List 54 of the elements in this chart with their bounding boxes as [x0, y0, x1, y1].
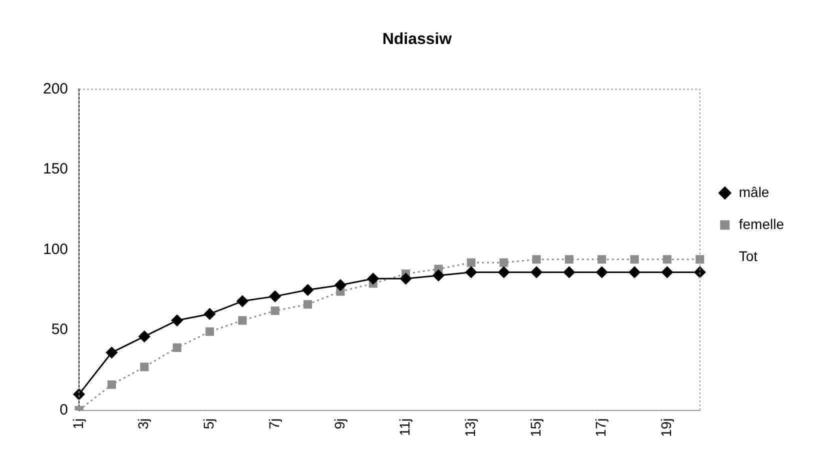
point	[662, 255, 672, 264]
x-tick-label: 9j	[331, 418, 348, 430]
point	[432, 270, 444, 282]
point	[107, 380, 116, 389]
x-tick-label: 19j	[658, 418, 674, 438]
point	[140, 362, 149, 372]
point	[205, 327, 214, 336]
x-tick-label: 3j	[135, 418, 152, 430]
point	[596, 266, 608, 278]
x-tick-label: 5j	[200, 418, 217, 430]
point	[532, 255, 541, 264]
text: Tot	[738, 248, 758, 264]
y-tick-label: 50	[51, 321, 68, 338]
point	[106, 346, 118, 358]
point	[563, 266, 575, 278]
y-tick-label: 200	[42, 80, 68, 98]
x-tick-label: 1j	[70, 418, 86, 430]
legend-label: mâle	[738, 184, 770, 200]
x-tick-label: 7j	[266, 418, 282, 430]
point	[598, 255, 606, 264]
chart-title: Ndiassiw	[382, 31, 452, 48]
point	[530, 266, 542, 278]
point	[400, 272, 412, 284]
y-tick-label: 150	[42, 160, 68, 178]
point	[564, 255, 574, 264]
y-tick-label: 0	[60, 401, 68, 418]
point	[661, 266, 673, 278]
x-tick-label: 13j	[462, 418, 478, 438]
legend-label: femelle	[738, 216, 784, 232]
point	[694, 266, 706, 278]
x-tick-label: 17j	[592, 418, 609, 438]
point	[465, 266, 477, 278]
point	[334, 279, 346, 291]
x-tick-label: 15j	[527, 418, 544, 438]
point	[630, 255, 639, 264]
point	[204, 308, 216, 320]
point	[696, 255, 704, 264]
point	[303, 300, 312, 309]
point	[628, 266, 640, 278]
point	[466, 258, 476, 267]
point	[138, 330, 150, 342]
point	[236, 295, 248, 307]
point	[270, 306, 280, 316]
point	[498, 266, 510, 278]
point	[238, 316, 247, 325]
point	[302, 284, 314, 296]
point	[172, 343, 182, 352]
point	[73, 388, 85, 400]
y-tick-label: 100	[42, 240, 68, 258]
point	[500, 258, 508, 267]
x-tick-label: 11j	[396, 418, 413, 436]
point	[269, 290, 281, 302]
point	[367, 272, 379, 284]
point	[171, 314, 183, 326]
